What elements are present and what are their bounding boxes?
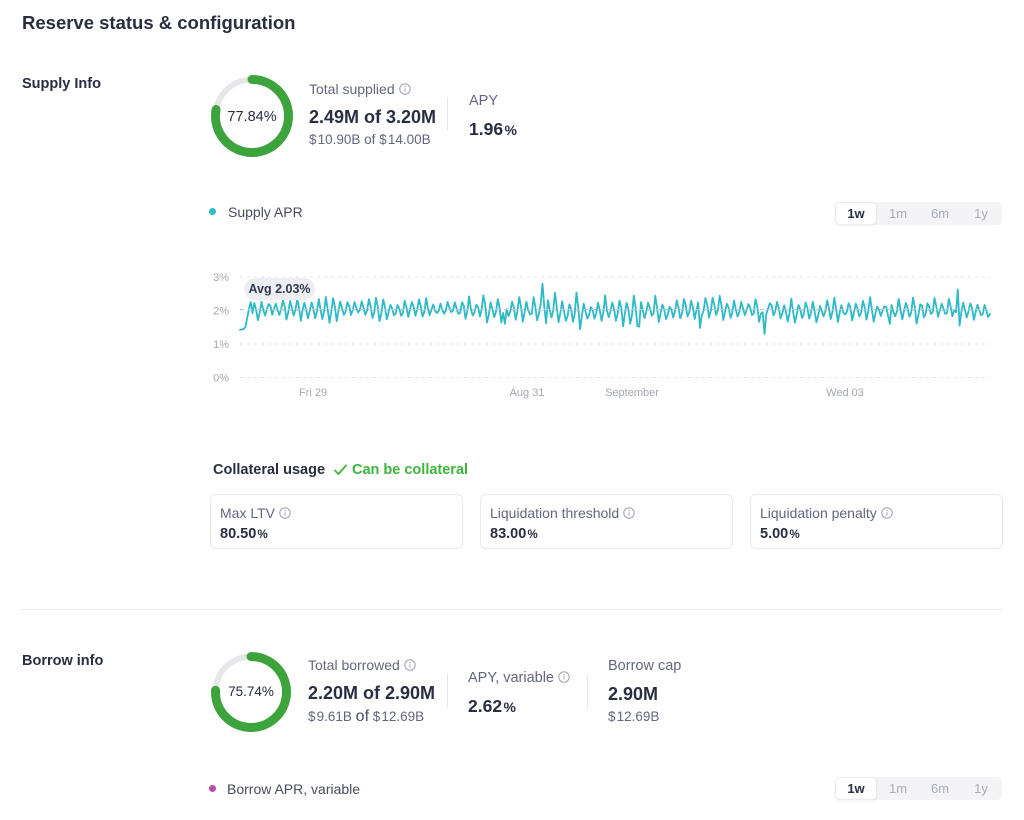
svg-text:September: September — [605, 387, 659, 399]
svg-text:0%: 0% — [213, 373, 229, 385]
svg-text:Aug 31: Aug 31 — [510, 387, 545, 399]
svg-text:Wed 03: Wed 03 — [826, 387, 864, 399]
svg-text:3%: 3% — [213, 272, 229, 284]
svg-text:2%: 2% — [213, 306, 229, 318]
svg-text:Fri 29: Fri 29 — [299, 387, 327, 399]
svg-text:1%: 1% — [213, 339, 229, 351]
